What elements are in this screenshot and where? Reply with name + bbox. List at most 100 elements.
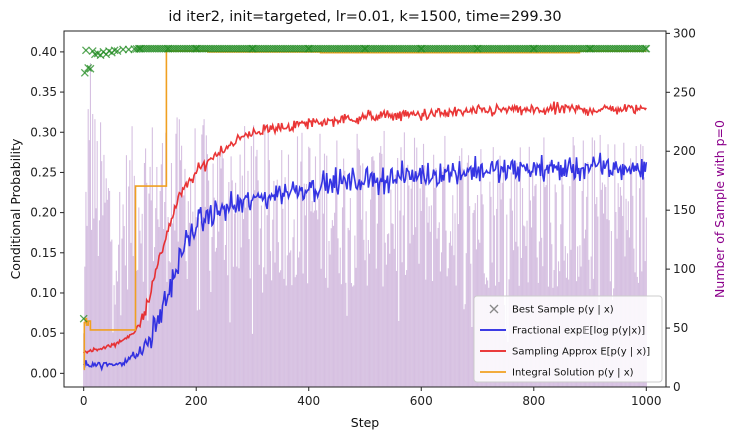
bar bbox=[431, 281, 434, 387]
bar bbox=[170, 163, 173, 387]
marker-stroke bbox=[361, 44, 369, 53]
bar bbox=[448, 242, 450, 387]
marker-stroke bbox=[586, 44, 595, 53]
bar bbox=[274, 262, 276, 387]
bar bbox=[357, 148, 359, 387]
bar bbox=[172, 223, 174, 387]
marker-stroke bbox=[473, 44, 482, 53]
bar bbox=[341, 207, 344, 387]
bar bbox=[232, 266, 234, 387]
marker-stroke bbox=[135, 44, 144, 53]
legend-label: Integral Solution p(y | x) bbox=[512, 368, 634, 379]
bar bbox=[110, 241, 112, 387]
bar bbox=[215, 247, 218, 387]
bar bbox=[176, 117, 178, 388]
bar bbox=[238, 268, 240, 387]
bar bbox=[353, 285, 355, 387]
bar bbox=[203, 119, 205, 388]
bar bbox=[309, 148, 311, 387]
marker-stroke bbox=[84, 64, 93, 72]
bar bbox=[265, 274, 267, 387]
bar bbox=[197, 217, 200, 387]
bar bbox=[591, 137, 593, 387]
bar bbox=[175, 133, 177, 387]
bar bbox=[209, 270, 211, 387]
bar bbox=[391, 223, 393, 387]
bar bbox=[141, 213, 143, 387]
bar bbox=[573, 145, 575, 387]
bar bbox=[244, 126, 246, 387]
bar bbox=[202, 125, 204, 388]
bar bbox=[224, 244, 227, 387]
y-tick-label: 0.15 bbox=[30, 246, 57, 260]
bar bbox=[332, 225, 335, 387]
marker-stroke bbox=[79, 314, 88, 323]
bar bbox=[163, 228, 165, 387]
bar bbox=[213, 197, 215, 387]
bar bbox=[376, 223, 378, 387]
bar bbox=[188, 222, 191, 387]
bar bbox=[466, 162, 468, 387]
bar bbox=[278, 272, 281, 387]
bar bbox=[201, 134, 203, 387]
best-sample-marker bbox=[80, 68, 89, 77]
bar bbox=[325, 277, 327, 387]
y2-tick-label: 300 bbox=[673, 26, 696, 40]
bar bbox=[386, 234, 389, 387]
bar bbox=[635, 146, 637, 387]
bar bbox=[605, 186, 607, 387]
bar bbox=[365, 211, 367, 387]
best-sample-marker bbox=[304, 44, 313, 53]
bar bbox=[269, 251, 272, 387]
y2-tick-label: 0 bbox=[673, 380, 681, 394]
bar bbox=[461, 148, 463, 387]
bar bbox=[193, 231, 195, 387]
bar bbox=[168, 261, 170, 387]
best-sample-marker bbox=[79, 314, 88, 323]
bar bbox=[301, 132, 303, 387]
bar bbox=[328, 241, 330, 387]
bar bbox=[497, 174, 499, 387]
bar bbox=[630, 158, 632, 387]
bar bbox=[561, 170, 563, 387]
bar bbox=[208, 180, 210, 387]
bar bbox=[112, 332, 114, 387]
marker-stroke bbox=[110, 46, 119, 55]
marker-stroke bbox=[81, 46, 90, 55]
bar bbox=[407, 164, 409, 387]
bar bbox=[160, 164, 162, 387]
bar bbox=[623, 142, 625, 387]
bar bbox=[463, 309, 465, 387]
bar bbox=[106, 199, 108, 387]
bar bbox=[367, 239, 369, 387]
bar bbox=[101, 161, 103, 387]
bar bbox=[336, 140, 338, 387]
bar bbox=[146, 182, 148, 387]
bar bbox=[420, 210, 422, 387]
bar bbox=[276, 179, 278, 387]
best-sample-marker bbox=[113, 47, 122, 56]
marker-stroke bbox=[124, 45, 133, 54]
bar bbox=[214, 251, 216, 387]
bar bbox=[426, 197, 428, 387]
bar bbox=[562, 184, 564, 387]
y-tick-label: 0.00 bbox=[30, 366, 57, 380]
bar bbox=[140, 243, 142, 387]
bar bbox=[248, 239, 250, 387]
bar bbox=[500, 199, 502, 387]
bar bbox=[125, 155, 128, 387]
bar bbox=[190, 178, 192, 387]
bar bbox=[185, 261, 187, 387]
bar bbox=[87, 109, 89, 387]
best-sample-marker bbox=[417, 44, 426, 53]
bar bbox=[284, 177, 286, 387]
bar bbox=[639, 188, 641, 387]
bar bbox=[254, 190, 256, 387]
bar bbox=[439, 271, 441, 387]
bar bbox=[96, 141, 98, 387]
y2-tick-label: 100 bbox=[673, 262, 696, 276]
bar bbox=[291, 285, 293, 387]
bar bbox=[97, 255, 99, 387]
bar bbox=[102, 215, 104, 387]
bar bbox=[347, 227, 349, 387]
